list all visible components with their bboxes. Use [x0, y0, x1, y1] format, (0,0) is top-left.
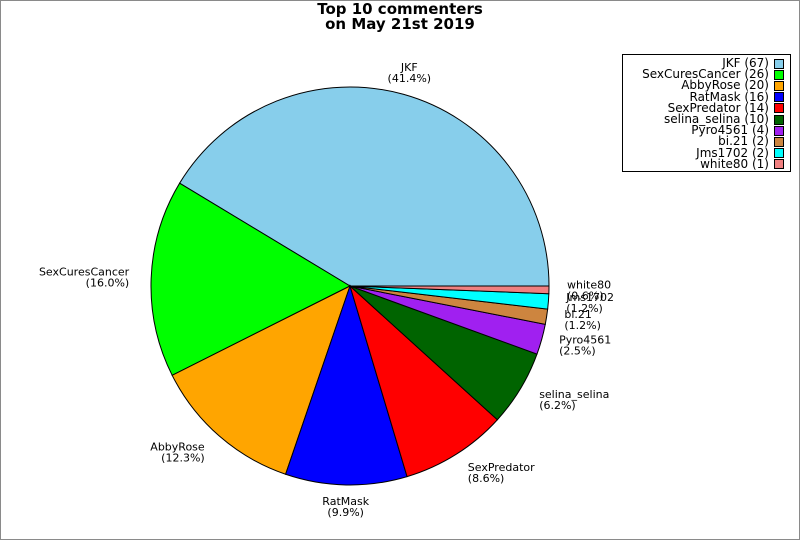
legend-swatch — [774, 69, 784, 80]
legend-label: bi.21 (2) — [718, 134, 769, 149]
pie-label-jms1702: Jms1702 — [565, 291, 614, 304]
chart-title-line-1: Top 10 commenters — [317, 0, 483, 18]
legend-label: RatMask (16) — [689, 89, 770, 104]
pie-label-white80: white80 — [567, 278, 611, 291]
pie-percent-sexpredator: (8.6%) — [468, 472, 505, 485]
pie-labels: JKF(41.4%)SexCuresCancer(16.0%)AbbyRose(… — [39, 61, 614, 519]
pie-label-selina-selina: selina_selina — [539, 388, 609, 401]
pie-slice-abbyrose — [171, 285, 351, 475]
pie-label-jkf: JKF — [400, 61, 418, 74]
legend-label: white80 (1) — [700, 156, 769, 171]
pie-slice-white80 — [349, 285, 550, 295]
legend-swatch — [774, 58, 784, 69]
chart-legend: JKF (67) SexCuresCancer (26) AbbyRose (20)… — [622, 54, 791, 172]
legend-label: AbbyRose (20) — [681, 78, 769, 93]
legend-label: JKF (67) — [722, 56, 769, 70]
legend-label: selina_selina (10) — [664, 111, 769, 126]
chart-title: Top 10 commenters on May 21st 2019 — [0, 2, 800, 32]
legend-swatch — [774, 103, 784, 114]
legend-label: SexCuresCancer (26) — [642, 67, 769, 82]
legend-item-sexpredator: SexPredator (14) — [627, 100, 784, 115]
pie-label-sexpredator: SexPredator — [468, 461, 535, 474]
pie-label-ratmask: RatMask — [322, 495, 369, 508]
pie-slice-ratmask — [284, 284, 408, 486]
pie-label-abbyrose: AbbyRose — [150, 441, 205, 454]
pie-percent-selina-selina: (6.2%) — [539, 399, 576, 412]
pie-percent-abbyrose: (12.3%) — [161, 452, 205, 465]
legend-swatch — [774, 114, 784, 125]
legend-item-pyro4561: Pyro4561 (4) — [627, 123, 784, 138]
legend-item-white80: white80 (1) — [627, 156, 784, 171]
legend-swatch — [774, 125, 784, 136]
pie-label-sexcurescancer: SexCuresCancer — [39, 265, 130, 278]
pie-slice-sexpredator — [349, 284, 499, 478]
legend-item-bi-21: bi.21 (2) — [627, 134, 784, 149]
legend-swatch — [774, 159, 784, 170]
pie-label-bi-21: bi.21 — [564, 308, 592, 321]
pie-slice-jkf — [178, 86, 550, 287]
pie-percent-jms1702: (1.2%) — [566, 302, 603, 315]
pie-label-pyro4561: Pyro4561 — [559, 333, 611, 346]
legend-label: Pyro4561 (4) — [691, 123, 769, 138]
pie-percent-ratmask: (9.9%) — [327, 506, 364, 519]
legend-swatch — [774, 80, 784, 91]
pie-slice-sexcurescancer — [150, 182, 352, 376]
legend-item-abbyrose: AbbyRose (20) — [627, 78, 784, 93]
chart-title-line-2: on May 21st 2019 — [325, 15, 475, 33]
pie-percent-sexcurescancer: (16.0%) — [86, 276, 130, 289]
legend-swatch — [774, 148, 784, 159]
legend-label: SexPredator (14) — [667, 100, 769, 115]
legend-swatch — [774, 92, 784, 103]
legend-label: Jms1702 (2) — [696, 145, 769, 160]
pie-slices — [150, 86, 550, 486]
legend-item-selina-selina: selina_selina (10) — [627, 111, 784, 126]
legend-item-ratmask: RatMask (16) — [627, 89, 784, 104]
pie-percent-jkf: (41.4%) — [388, 72, 432, 85]
pie-percent-white80: (0.6%) — [567, 289, 604, 302]
legend-swatch — [774, 136, 784, 147]
legend-item-sexcurescancer: SexCuresCancer (26) — [627, 67, 784, 82]
legend-item-jms1702: Jms1702 (2) — [627, 145, 784, 160]
legend-item-jkf: JKF (67) — [627, 56, 784, 70]
pie-percent-pyro4561: (2.5%) — [559, 344, 596, 357]
pie-percent-bi-21: (1.2%) — [564, 319, 601, 332]
